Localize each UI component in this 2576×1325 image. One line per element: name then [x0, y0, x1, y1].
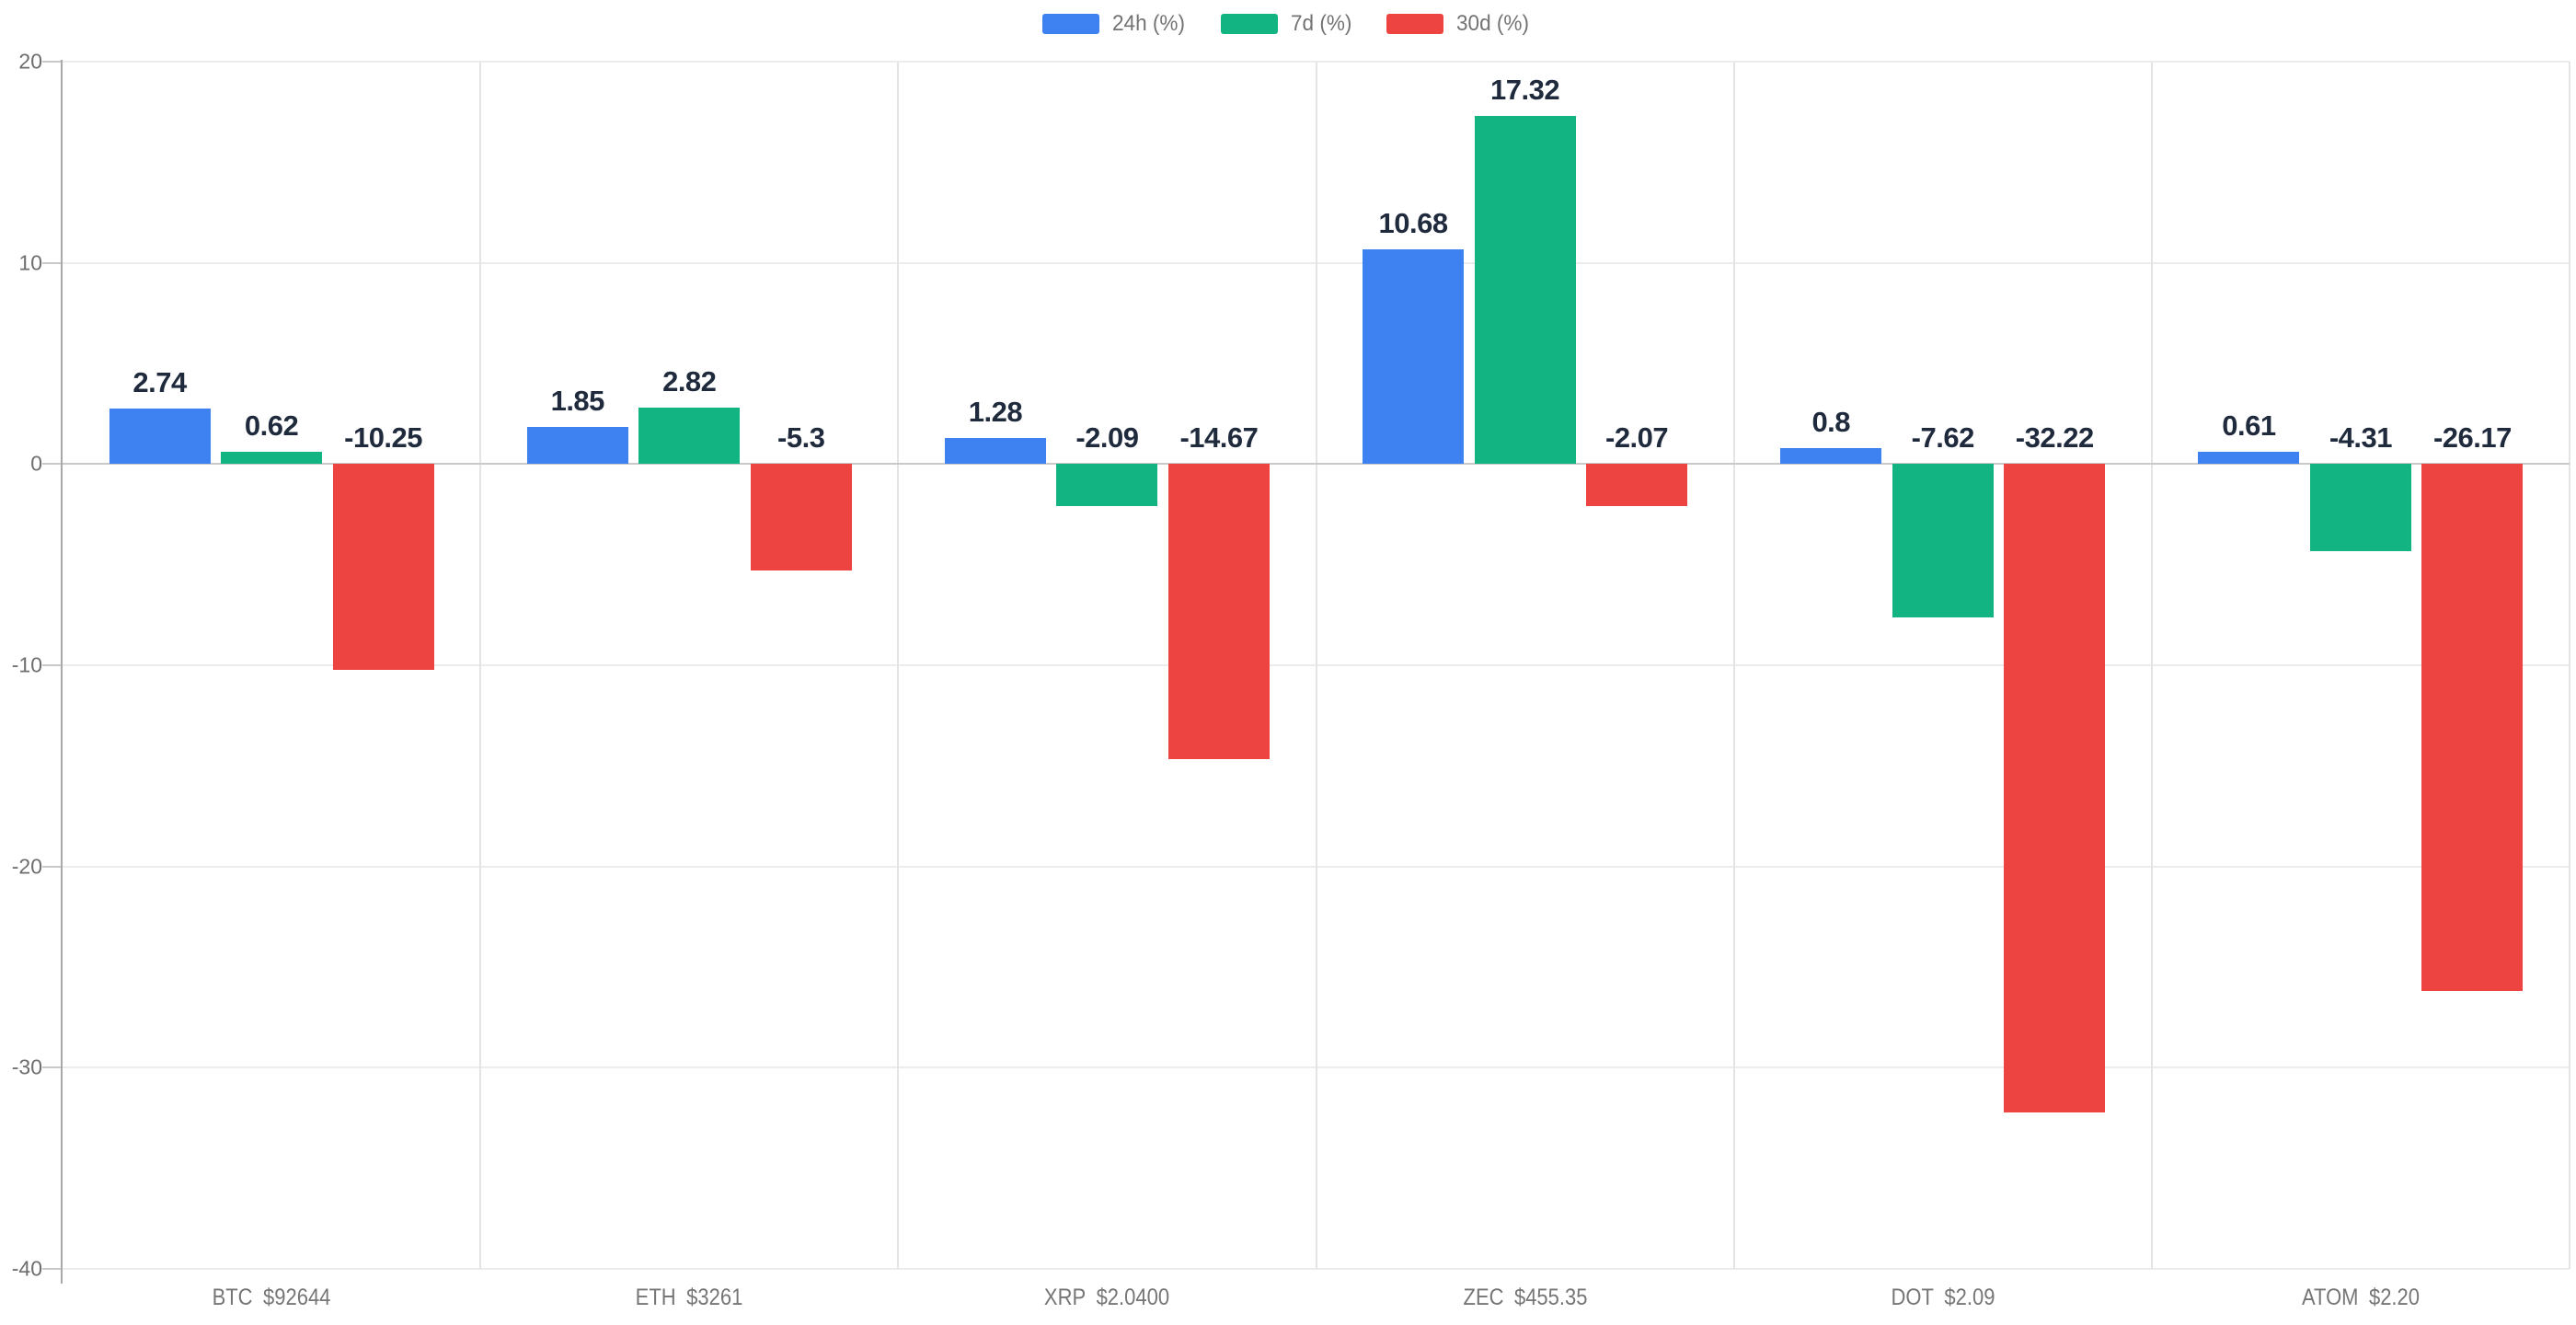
y-axis-label-0: 0 — [30, 451, 42, 476]
category-separator — [1732, 62, 1735, 1269]
bar-value-label-btc-24h: 2.74 — [132, 366, 187, 399]
category-separator — [897, 62, 900, 1269]
bar-eth-24h[interactable] — [526, 426, 628, 465]
bar-value-label-zec-30d: -2.07 — [1604, 421, 1669, 455]
bar-value-label-xrp-30d: -14.67 — [1179, 421, 1259, 455]
category-symbol: DOT — [1891, 1285, 1934, 1310]
gridline-y--40 — [63, 1268, 2570, 1270]
category-symbol: ZEC — [1463, 1285, 1504, 1310]
y-axis-label-10: 10 — [18, 250, 42, 275]
bar-value-label-zec-24h: 10.68 — [1378, 206, 1449, 239]
bar-value-label-dot-30d: -32.22 — [2015, 421, 2094, 455]
legend-item-30d[interactable]: 30d (%) — [1386, 11, 1534, 37]
bar-eth-30d[interactable] — [750, 464, 852, 571]
y-axis-label--40: -40 — [11, 1256, 42, 1281]
bar-btc-7d[interactable] — [221, 451, 323, 465]
bar-value-label-zec-7d: 17.32 — [1490, 73, 1560, 106]
category-price: $92644 — [263, 1285, 331, 1310]
y-axis-tick — [42, 463, 61, 466]
bar-value-label-btc-30d: -10.25 — [344, 421, 423, 455]
legend-label: 30d (%) — [1456, 11, 1530, 36]
bar-dot-30d[interactable] — [2004, 464, 2106, 1112]
legend-swatch-7d — [1220, 14, 1278, 34]
y-axis-tick — [42, 1268, 61, 1270]
y-axis-label--30: -30 — [11, 1054, 42, 1079]
y-axis-line — [61, 60, 63, 1284]
y-axis-tick — [42, 865, 61, 868]
category-symbol: ATOM — [2301, 1285, 2359, 1310]
category-price: $3261 — [686, 1285, 743, 1310]
y-axis-tick — [42, 61, 61, 63]
bar-atom-7d[interactable] — [2309, 464, 2411, 551]
y-axis-label--20: -20 — [11, 854, 42, 879]
legend-label: 24h (%) — [1111, 11, 1185, 36]
category-label-eth: ETH $3261 — [636, 1285, 743, 1311]
bar-btc-24h[interactable] — [109, 409, 211, 465]
category-symbol: XRP — [1044, 1285, 1087, 1310]
category-separator — [2150, 62, 2153, 1269]
bar-dot-24h[interactable] — [1780, 447, 1882, 465]
legend-swatch-24h — [1041, 14, 1099, 34]
y-axis-tick — [42, 1066, 61, 1069]
y-axis-tick — [42, 261, 61, 264]
category-price: $2.09 — [1944, 1285, 1995, 1310]
bar-value-label-eth-30d: -5.3 — [777, 421, 825, 455]
bar-value-label-dot-24h: 0.8 — [1811, 405, 1851, 438]
bar-zec-24h[interactable] — [1363, 248, 1465, 465]
category-separator — [1315, 62, 1317, 1269]
bar-zec-7d[interactable] — [1474, 115, 1576, 465]
legend-item-7d[interactable]: 7d (%) — [1220, 11, 1356, 37]
legend-label: 7d (%) — [1290, 11, 1352, 36]
bar-atom-24h[interactable] — [2198, 451, 2300, 465]
y-axis-label--10: -10 — [11, 652, 42, 677]
bar-value-label-eth-24h: 1.85 — [550, 384, 605, 417]
category-symbol: BTC — [212, 1285, 253, 1310]
bar-atom-30d[interactable] — [2421, 464, 2524, 991]
legend-item-24h[interactable]: 24h (%) — [1041, 11, 1190, 37]
category-symbol: ETH — [635, 1285, 676, 1310]
bar-value-label-xrp-7d: -2.09 — [1075, 421, 1139, 455]
category-separator — [2569, 62, 2570, 1269]
bar-zec-30d[interactable] — [1586, 464, 1688, 506]
category-label-btc: BTC $92644 — [213, 1285, 331, 1311]
bar-value-label-dot-7d: -7.62 — [1911, 421, 1975, 455]
bar-xrp-7d[interactable] — [1056, 464, 1158, 507]
bar-eth-7d[interactable] — [638, 407, 741, 465]
plot-area: 2.74 0.62 -10.25 1.85 2.82 -5.3 1.28 -2.09 -14.6… — [63, 61, 2570, 1270]
y-axis-label-20: 20 — [18, 49, 42, 74]
bar-value-label-atom-30d: -26.17 — [2432, 421, 2512, 455]
zero-line — [63, 463, 2570, 466]
bar-value-label-atom-24h: 0.61 — [2222, 409, 2276, 442]
bar-dot-7d[interactable] — [1892, 464, 1994, 617]
category-label-atom: ATOM $2.20 — [2302, 1285, 2420, 1311]
category-label-dot: DOT $2.09 — [1891, 1285, 1995, 1311]
bar-btc-30d[interactable] — [332, 464, 434, 671]
bar-value-label-btc-7d: 0.62 — [244, 409, 299, 442]
bar-value-label-eth-7d: 2.82 — [662, 364, 717, 398]
bar-value-label-xrp-24h: 1.28 — [968, 396, 1023, 429]
y-axis-tick — [42, 664, 61, 666]
category-price: $455.35 — [1513, 1285, 1588, 1310]
bar-xrp-30d[interactable] — [1167, 464, 1270, 760]
category-separator — [479, 62, 482, 1269]
legend-swatch-30d — [1386, 14, 1444, 34]
bar-value-label-atom-7d: -4.31 — [2329, 421, 2393, 455]
category-price: $2.0400 — [1096, 1285, 1170, 1310]
chart-legend: 24h (%) 7d (%) 30d (%) — [0, 11, 2576, 37]
bar-xrp-24h[interactable] — [944, 438, 1046, 465]
category-label-zec: ZEC $455.35 — [1463, 1285, 1587, 1311]
category-label-xrp: XRP $2.0400 — [1044, 1285, 1169, 1311]
category-price: $2.20 — [2368, 1285, 2420, 1310]
